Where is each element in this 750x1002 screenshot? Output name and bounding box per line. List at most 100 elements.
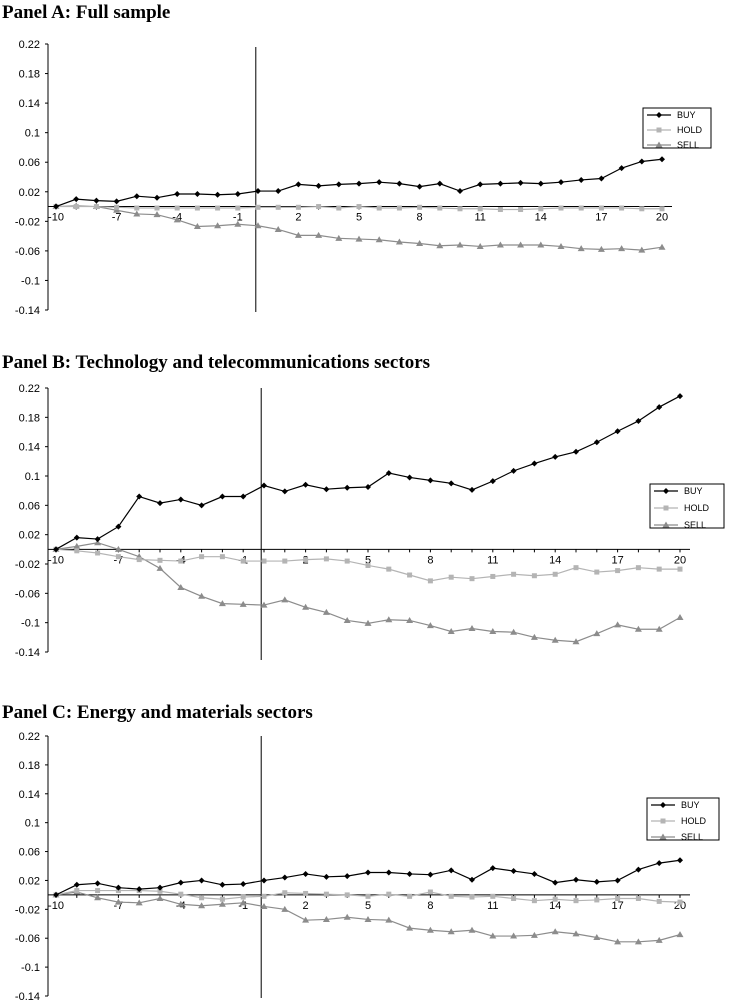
panel-c-chart: 0.22 0.18 0.14 0.1 0.06 0.02 -0.02 -0.06 -0.1 -0.… <box>15 731 720 1002</box>
panel-a-legend-sell-label: SELL <box>677 140 699 150</box>
panel-b-buy-point <box>677 393 683 400</box>
panel-c-hold-point <box>469 894 475 900</box>
panel-b-buy-point <box>552 453 559 460</box>
panel-a-buy-point <box>73 196 80 203</box>
panel-b-y-tick-label: 0.06 <box>19 500 40 512</box>
panel-b-sell-point <box>114 545 122 552</box>
panel-b-sell-point <box>177 583 185 590</box>
panel-a-sell-point <box>496 241 504 248</box>
panel-c-sell-point <box>302 916 310 923</box>
panel-b-buy-point <box>635 418 642 424</box>
panel-a-x-tick-label: 11 <box>474 212 485 224</box>
panel-b-buy-point <box>240 493 247 500</box>
panel-b-title: Panel B: Technology and telecommunicatio… <box>2 352 431 373</box>
panel-a-legend-sell-marker <box>655 141 663 148</box>
panel-a-buy-point <box>255 188 261 195</box>
panel-b-x-tick-label: 17 <box>611 554 623 566</box>
panel-a-sell-point <box>638 246 646 253</box>
panel-b-hold-point <box>656 566 662 572</box>
panel-c-sell-point <box>177 900 185 907</box>
panel-c-buy-point <box>385 869 392 876</box>
panel-c-hold-point <box>219 896 225 902</box>
panel-c-buy-point <box>323 873 330 880</box>
panel-b-x-tick-label: 5 <box>365 554 371 566</box>
panel-a-buy-point <box>517 179 524 186</box>
panel-c-x-tick-label: -1 <box>238 900 248 912</box>
panel-b-buy-point <box>365 484 371 490</box>
panel-a-x-tick-label: 14 <box>535 212 547 224</box>
panel-a-sell-point <box>557 242 565 249</box>
panel-a-sell-point <box>234 220 242 227</box>
panel-c-hold-point <box>490 893 496 899</box>
panel-b-sell-point <box>218 600 226 607</box>
panel-a-sell-point <box>618 245 626 252</box>
panel-b-buy-point <box>198 502 205 509</box>
panel-a-sell-point <box>375 236 383 243</box>
panel-c-buy-point <box>261 877 267 884</box>
panel-b-legend-sell-label: SELL <box>684 520 706 530</box>
panel-c-x-tick-label: -7 <box>114 900 124 912</box>
panel-c-y-tick-label: 0.22 <box>19 731 40 743</box>
panel-c-sell-point <box>593 934 601 940</box>
panel-a-x-tick-label: -1 <box>233 212 243 224</box>
panel-b-x-tick-label: 8 <box>427 554 433 566</box>
panel-c-sell-point <box>655 936 663 943</box>
panel-b-buy-point <box>261 482 267 489</box>
panel-b-sell-point <box>343 616 351 623</box>
panel-b-buy-point <box>593 439 600 446</box>
panel-b-sell-point <box>156 564 164 571</box>
panel-a-buy-point <box>436 180 443 187</box>
panel-c-hold-point <box>677 899 683 905</box>
panel-c-buy-point <box>177 879 184 886</box>
panel-c-hold-point <box>635 896 641 901</box>
panel-b-sell-point <box>73 542 81 549</box>
panel-c-hold-point <box>615 896 621 901</box>
panel-c-x-tick-label: 5 <box>365 900 371 912</box>
panel-c-x-tick-label: 2 <box>303 900 309 912</box>
panel-c-hold-point <box>552 896 558 902</box>
panel-c-sell-point <box>156 895 164 901</box>
panel-b-hold-point <box>594 569 600 575</box>
panel-a-y-tick-label: 0.06 <box>19 157 40 169</box>
panel-c-hold-point <box>656 898 662 904</box>
panel-b-hold-point <box>95 550 101 556</box>
panel-b-hold-point <box>552 571 558 577</box>
panel-a-sell-point <box>274 225 282 232</box>
panel-c-sell-point <box>364 915 372 922</box>
panel-c-buy-point <box>469 876 475 883</box>
panel-c-hold-point <box>303 890 309 896</box>
panel-b-buy-point <box>614 428 621 435</box>
panel-b-hold-point <box>469 576 475 582</box>
panel-a-y-tick-label: -0.06 <box>15 246 40 258</box>
panel-a-hold-point <box>174 205 180 211</box>
panel-a-buy-point <box>416 183 423 190</box>
panel-a-hold-point <box>659 206 665 212</box>
panel-b-y-tick-label: 0.02 <box>19 530 40 542</box>
panel-b-sell-point <box>260 601 268 608</box>
panel-b-y-tick-label: 0.18 <box>19 412 40 424</box>
panel-b-buy-point <box>115 523 122 530</box>
panel-c-hold-point <box>323 891 329 897</box>
panel-b-sell-point <box>426 622 434 629</box>
panel-a-buy-point <box>578 176 585 183</box>
panel-a-x-tick-label: 20 <box>656 212 668 224</box>
panel-a-hold-point <box>134 205 140 211</box>
panel-c-sell-point <box>489 932 497 939</box>
panel-a-hold-point <box>396 205 402 211</box>
panel-a-sell-point <box>315 231 323 238</box>
panel-b-y-tick-label: 0.1 <box>25 471 40 483</box>
panel-b-hold-point <box>386 566 392 572</box>
panel-a-hold-point <box>235 205 241 211</box>
panel-b-hold-point <box>323 556 329 562</box>
panel-b-hold-point <box>615 568 621 574</box>
panel-c-buy-point <box>344 873 351 880</box>
panel-c-sell-point <box>614 938 622 945</box>
panel-a-sell-point <box>517 241 525 248</box>
panel-b-sell-point <box>322 608 330 615</box>
panel-c-sell-point <box>343 913 351 920</box>
panel-a-sell-point <box>416 240 424 246</box>
panel-a-buy-point <box>194 190 201 197</box>
panel-c-hold-point <box>344 892 350 898</box>
panel-b-sell-point <box>94 539 102 546</box>
panel-b-buy-series-line <box>55 395 681 550</box>
